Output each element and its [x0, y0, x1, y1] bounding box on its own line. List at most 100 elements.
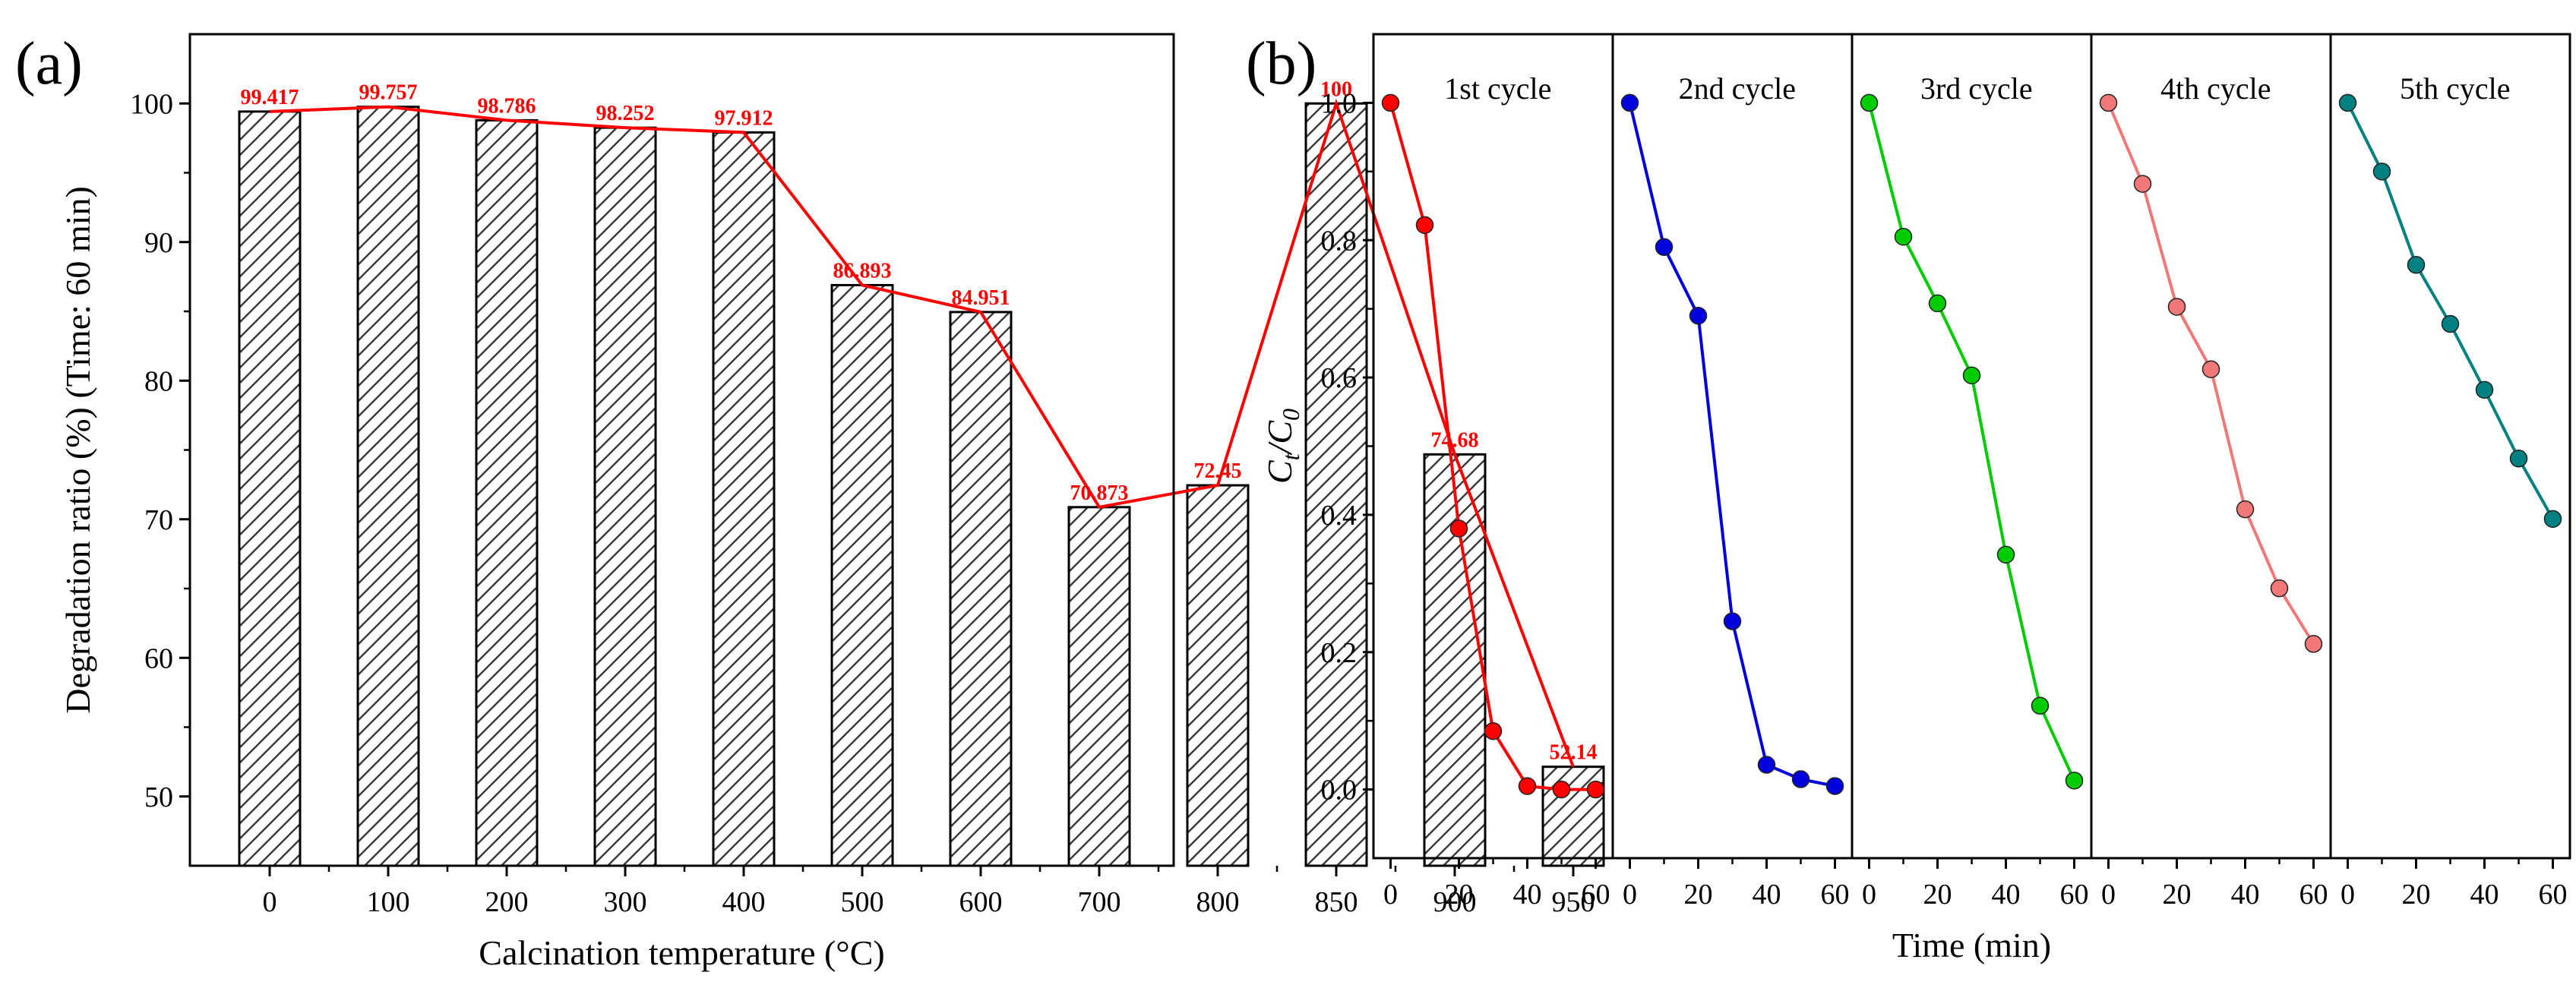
bar-group	[238, 102, 1605, 867]
y-axis-title-sub-t: t	[1277, 453, 1304, 460]
data-point	[2372, 163, 2391, 181]
x-tick-label: 200	[485, 886, 529, 918]
series-line-2	[1628, 102, 1835, 788]
x-tick-label: 300	[604, 886, 647, 918]
y-tick-label: 50	[144, 781, 173, 813]
data-label-400: 97.912	[715, 106, 773, 130]
y-axis-title-c: C	[1260, 459, 1299, 484]
cycle-panel-5: 5th cycle 0 20 40 60	[2329, 33, 2571, 911]
y-tick-label: 0.6	[1321, 362, 1358, 394]
data-point	[1962, 366, 1981, 385]
data-label-group: 99.417 99.757 98.786 98.252 97.912 86.893 84.9…	[241, 77, 1598, 764]
cycle-frame	[1611, 33, 1854, 860]
data-point	[1655, 238, 1674, 257]
data-point	[1586, 780, 1605, 799]
x-tick-label: 0	[2101, 879, 2116, 911]
data-point	[2509, 450, 2528, 468]
cycle-frame	[2090, 33, 2332, 860]
cycle-panel-2: 2nd cycle 0 20 40 60	[1611, 33, 1854, 911]
x-axis-title: Time (min)	[1892, 926, 2051, 964]
data-label-850: 100	[1320, 77, 1352, 101]
data-label-100: 99.757	[359, 81, 418, 105]
y-tick-label: 0.2	[1321, 637, 1358, 669]
y-axis: 50 60 70 80 90 100	[130, 88, 190, 813]
x-tick-label: 100	[367, 886, 410, 918]
data-point	[1757, 756, 1776, 774]
x-tick-label: 20	[1445, 879, 1474, 911]
x-tick-label: 60	[2299, 879, 2328, 911]
data-label-700: 70.873	[1070, 481, 1129, 505]
data-point	[2407, 256, 2426, 274]
data-label-200: 98.786	[478, 94, 536, 118]
cycle-label: 2nd cycle	[1679, 71, 1796, 106]
bar-0	[238, 110, 302, 867]
x-tick-label: 40	[2470, 879, 2499, 911]
data-label-800: 72.45	[1194, 459, 1242, 483]
data-point	[1415, 216, 1434, 235]
data-point	[1723, 612, 1742, 630]
data-point	[1825, 777, 1844, 795]
x-tick-label: 850	[1315, 886, 1358, 918]
data-point	[2031, 696, 2050, 715]
x-tick-label: 0	[1623, 879, 1637, 911]
x-tick-label: 700	[1078, 886, 1121, 918]
data-point	[1928, 294, 1947, 313]
y-axis-title-sep: /C	[1260, 420, 1299, 456]
bar-900	[1423, 453, 1487, 867]
y-axis-title: Degradation ratio (%) (Time: 60 min)	[58, 186, 97, 714]
data-point	[2133, 175, 2152, 193]
data-point	[1484, 721, 1503, 740]
y-tick-label: 60	[144, 642, 173, 674]
data-point	[2236, 500, 2255, 519]
data-point	[2304, 635, 2323, 653]
data-point	[2065, 772, 2084, 790]
y-axis-title: Ct/C0	[1260, 409, 1304, 484]
data-label-900: 74.68	[1431, 428, 1479, 452]
x-tick-label: 500	[841, 886, 884, 918]
x-tick-label: 40	[1513, 879, 1542, 911]
data-point	[1620, 93, 1639, 112]
x-tick-label: 20	[1684, 879, 1713, 911]
data-label-600: 84.951	[952, 286, 1010, 310]
data-label-0: 99.417	[241, 86, 299, 109]
data-point	[2338, 93, 2357, 112]
series-line-3	[1867, 102, 2076, 781]
data-point	[2167, 298, 2186, 316]
x-tick-label: 40	[2231, 879, 2260, 911]
data-label-500: 86.893	[833, 259, 892, 283]
bar-300	[593, 126, 657, 867]
data-point	[1860, 93, 1879, 112]
data-point	[2543, 510, 2562, 529]
y-tick-label: 0.0	[1321, 775, 1358, 806]
x-tick-label: 20	[2163, 879, 2192, 911]
series-line-1	[1389, 102, 1596, 791]
bar-800	[1186, 484, 1250, 867]
y-axis: 0.0 0.2 0.4 0.6 0.8 1.0	[1321, 87, 1373, 806]
bar-850	[1304, 102, 1368, 867]
bar-200	[475, 118, 539, 867]
x-tick-label: 40	[1992, 879, 2021, 911]
x-tick-label: 60	[1582, 879, 1610, 911]
bar-100	[356, 106, 420, 867]
x-tick-label: 0	[1383, 879, 1398, 911]
data-point	[1894, 227, 1913, 246]
cycle-frame	[1851, 33, 2093, 860]
data-point	[1689, 306, 1708, 325]
data-point	[2201, 360, 2220, 378]
x-tick-label: 950	[1552, 886, 1595, 918]
panel-a-label: (a)	[15, 30, 83, 97]
cycle-label: 3rd cycle	[1920, 71, 2033, 106]
bar-500	[830, 283, 894, 867]
x-axis: 0 100 200 300 400 500 600 700 800 850 900 950	[263, 866, 1595, 918]
y-tick-label: 0.8	[1321, 225, 1358, 257]
panel-b-label: (b)	[1246, 30, 1316, 97]
data-label-300: 98.252	[596, 102, 655, 125]
y-axis-title-sub-0: 0	[1277, 409, 1304, 421]
data-point	[2475, 380, 2494, 399]
x-tick-label: 20	[1923, 879, 1952, 911]
data-point	[1552, 780, 1571, 799]
data-point	[2099, 93, 2118, 112]
x-tick-label: 900	[1433, 886, 1477, 918]
